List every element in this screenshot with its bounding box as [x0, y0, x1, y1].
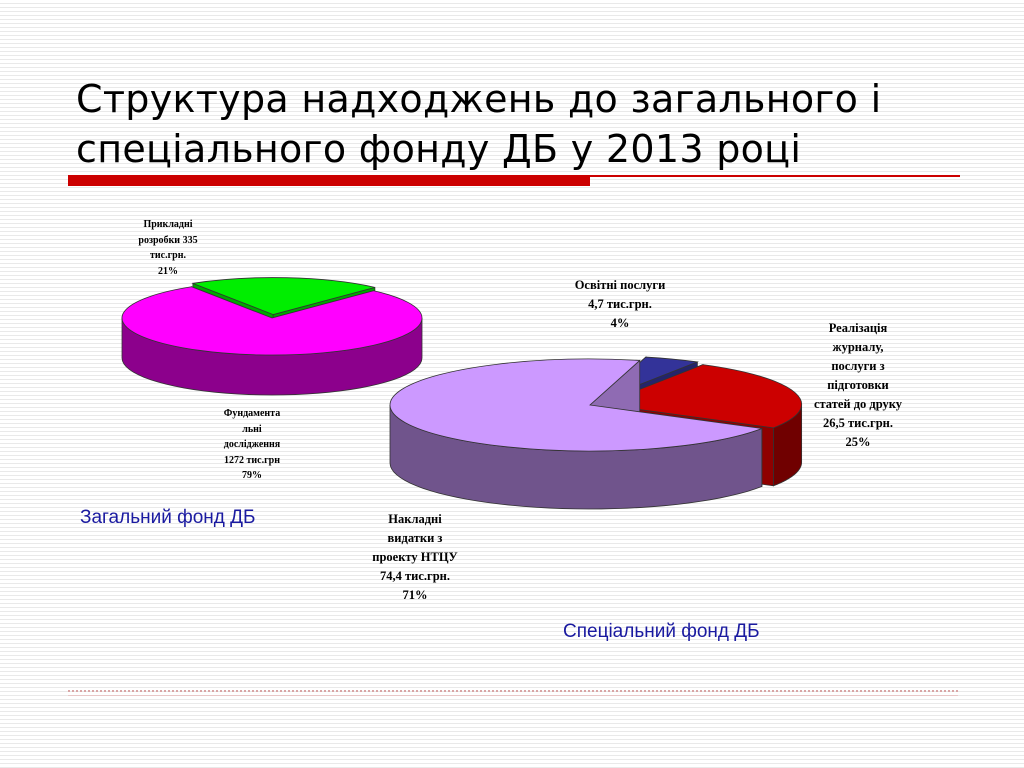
label-line: Накладні — [388, 512, 442, 526]
label-line: Освітні послуги — [574, 278, 666, 292]
label-line: Реалізація — [828, 321, 888, 335]
slice-label-journal: Реалізація журналу, послуги з підготовки… — [796, 319, 920, 452]
label-line: 4,7 тис.грн. — [588, 297, 652, 311]
title-line-2: спеціального фонду ДБ у 2013 році — [76, 127, 802, 171]
label-line: 21% — [158, 265, 178, 277]
label-line: видатки з — [387, 531, 443, 545]
title-line-1: Структура надходжень до загального і — [76, 77, 882, 121]
footer-line — [68, 695, 958, 696]
slice-label-applied-research: Прикладні розробки 335 тис.грн. 21% — [118, 217, 218, 279]
title-underline-thick — [68, 175, 590, 186]
label-line: 71% — [402, 588, 428, 602]
label-line: льні — [242, 423, 262, 435]
label-line: дослідження — [223, 439, 281, 451]
caption-special-fund: Спеціальний фонд ДБ — [563, 621, 760, 642]
label-line: проекту НТЦУ — [372, 550, 458, 564]
label-line: Прикладні — [143, 219, 193, 230]
title-underline-thin — [590, 175, 960, 177]
label-line: 26,5 тис.грн. — [823, 416, 893, 430]
slice-top — [389, 358, 763, 452]
pie-slice — [389, 358, 763, 510]
label-line: розробки 335 — [138, 234, 198, 246]
page-title: Структура надходжень до загального і спе… — [76, 74, 976, 174]
label-line: тис.грн. — [150, 250, 186, 262]
caption-general-fund: Загальний фонд ДБ — [80, 507, 256, 528]
slice-top — [121, 286, 423, 356]
label-line: 4% — [610, 316, 630, 330]
label-line: 25% — [845, 435, 871, 449]
label-line: 79% — [242, 470, 262, 482]
label-line: журналу, — [832, 340, 884, 354]
general-fund-pie — [121, 277, 423, 396]
footer-dotted-line — [68, 690, 958, 692]
label-line: Фундамента — [223, 408, 281, 419]
slice-label-education-services: Освітні послуги 4,7 тис.грн. 4% — [552, 276, 688, 333]
slice-label-overhead: Накладні видатки з проекту НТЦУ 74,4 тис… — [352, 510, 478, 605]
slice-top — [600, 364, 803, 429]
slice-label-fundamental-research: Фундамента льні дослідження 1272 тис.грн… — [202, 406, 302, 484]
label-line: статей до друку — [813, 397, 903, 411]
label-line: підготовки — [827, 378, 889, 392]
label-line: 74,4 тис.грн. — [380, 569, 450, 583]
pie-slice — [121, 286, 423, 396]
label-line: 1272 тис.грн — [224, 454, 280, 466]
special-fund-pie — [389, 356, 803, 510]
label-line: послуги з — [831, 359, 885, 373]
slice-top — [191, 277, 375, 315]
